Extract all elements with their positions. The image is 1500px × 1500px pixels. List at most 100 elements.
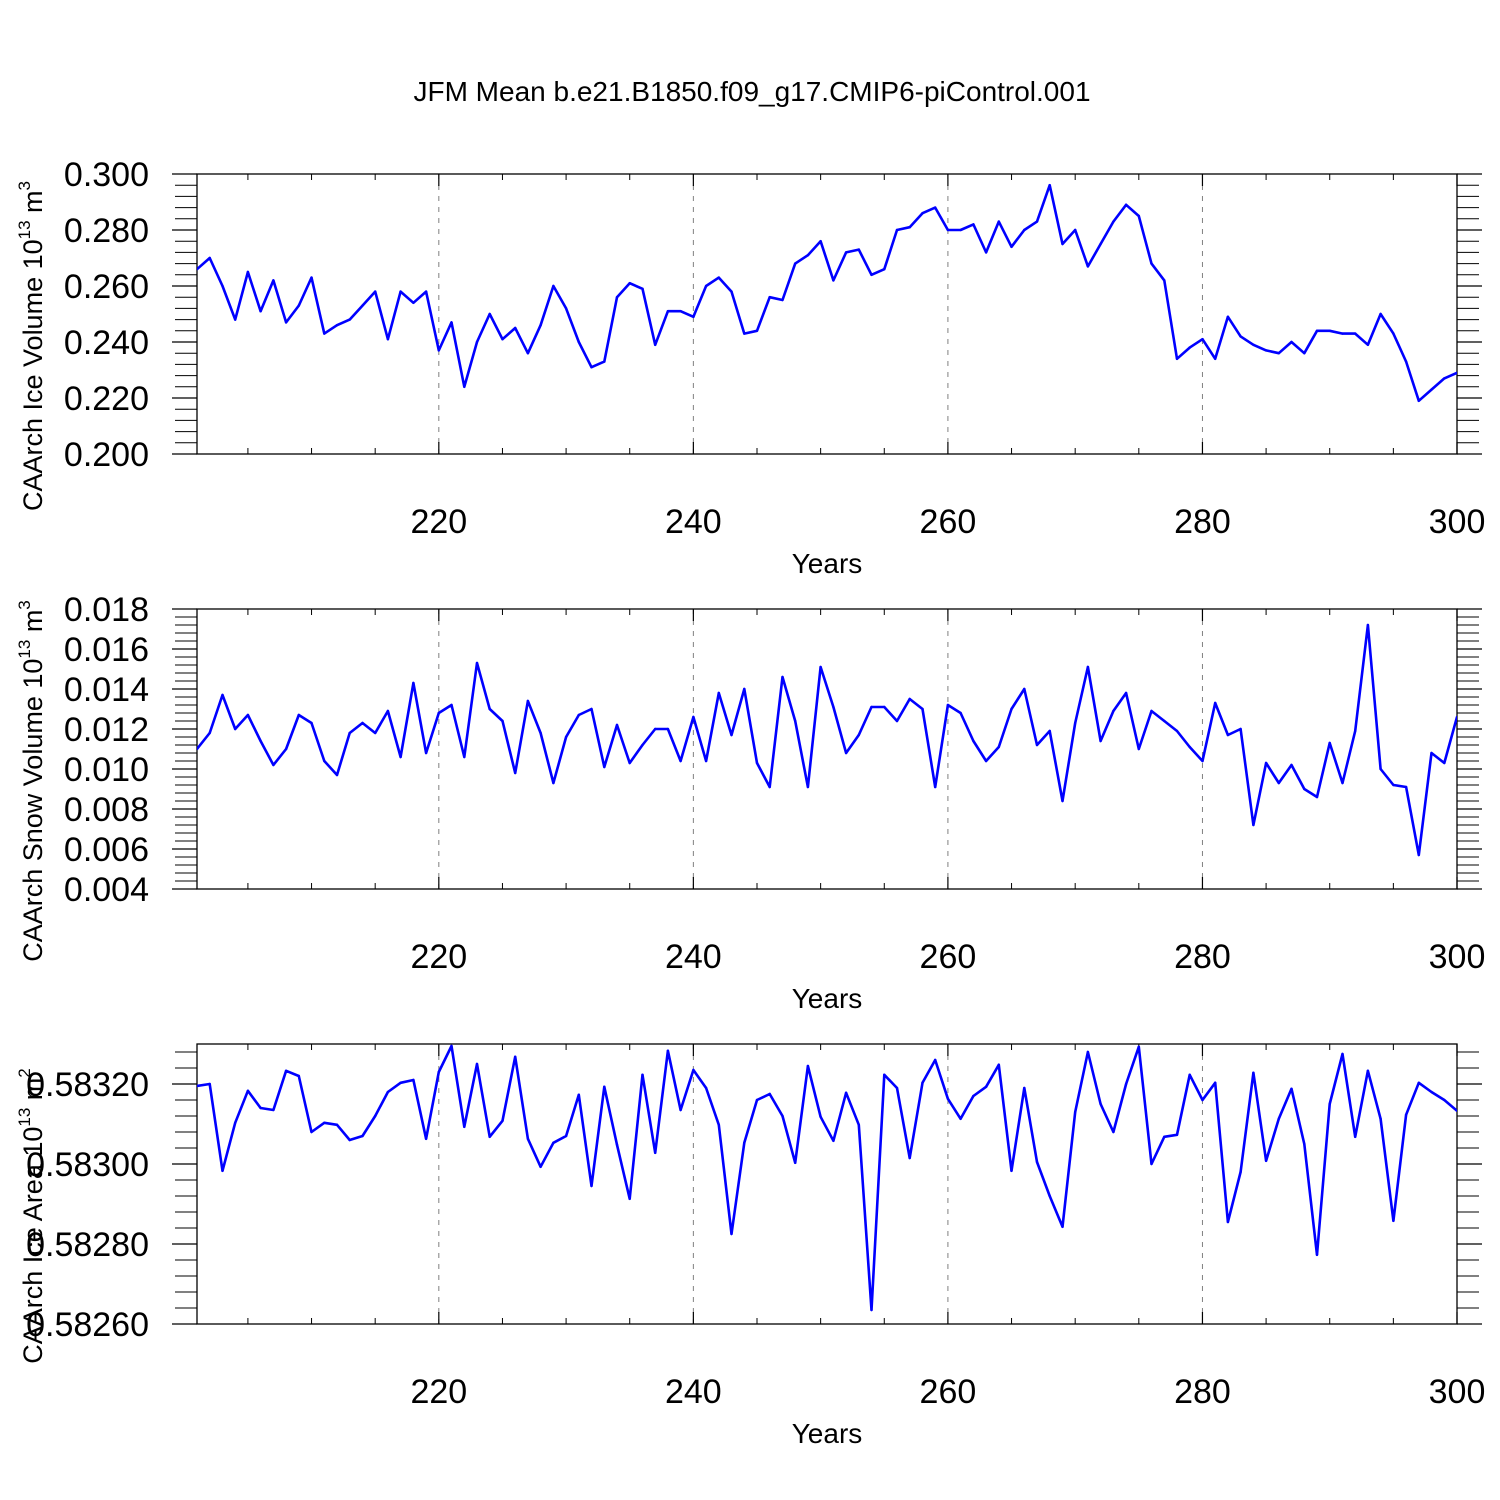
data-point — [1366, 1069, 1370, 1073]
data-point — [1124, 691, 1128, 695]
data-point — [1188, 745, 1191, 749]
data-point — [514, 326, 517, 330]
data-point — [704, 759, 708, 763]
data-point — [424, 751, 428, 755]
data-point — [832, 279, 835, 282]
data-point — [1264, 1159, 1268, 1163]
data-point — [819, 1115, 822, 1119]
data-point — [297, 304, 300, 307]
data-point — [437, 1070, 440, 1074]
data-point — [488, 707, 491, 711]
data-point — [197, 747, 199, 751]
data-point — [984, 251, 988, 254]
data-point — [870, 1308, 873, 1312]
data-point — [1417, 1081, 1421, 1085]
data-point — [501, 1119, 504, 1123]
data-point — [832, 1139, 835, 1143]
y-tick-label-0.016: 0.016 — [64, 631, 149, 669]
plot-frame — [196, 1043, 1458, 1325]
data-point — [692, 715, 695, 719]
x-axis-title: Years — [792, 548, 863, 579]
data-point — [272, 1108, 275, 1112]
series-line — [197, 623, 1457, 857]
data-point — [514, 1055, 517, 1059]
data-point — [221, 284, 224, 288]
data-point — [399, 755, 402, 759]
data-point — [335, 773, 339, 777]
data-point — [1277, 1117, 1281, 1121]
data-point — [972, 223, 975, 226]
data-point — [1404, 360, 1408, 363]
data-point — [603, 1085, 606, 1089]
data-point — [1264, 761, 1268, 765]
data-point — [1277, 781, 1281, 785]
data-point — [221, 693, 224, 697]
x-tick-label-240: 240 — [665, 503, 722, 541]
data-point — [895, 228, 899, 232]
data-point — [1443, 1098, 1446, 1102]
panels: 220 240 260 280 300 0.200 0.220 0.240 0.260 0.280… — [15, 156, 1485, 1449]
x-tick-label-280: 280 — [1174, 503, 1231, 541]
data-point — [361, 304, 364, 307]
data-point — [1430, 751, 1433, 755]
data-point — [1328, 329, 1331, 332]
data-point — [1443, 377, 1446, 380]
y-axis-title: CAArch Ice Area 1013 m2 — [15, 1068, 48, 1364]
data-point — [539, 1165, 542, 1169]
y-tick-label-0.58320: 0.58320 — [26, 1066, 149, 1104]
y-tick-label-0.004: 0.004 — [64, 871, 149, 909]
y-axis-title-unit: m — [18, 610, 48, 640]
data-point — [1137, 1045, 1141, 1049]
chart-panel-2: 220 240 260 280 300 0.0040.0060.0080.0100.012… — [15, 591, 1485, 1014]
data-point — [666, 727, 670, 731]
data-point — [781, 1114, 784, 1118]
data-point — [197, 268, 199, 271]
data-point — [1264, 349, 1268, 352]
data-point — [1086, 1050, 1090, 1054]
y-tick-label-0.240: 0.240 — [64, 324, 149, 362]
y-axis-title-main: CAArch Snow Volume 10 — [18, 659, 48, 962]
data-point — [1163, 1135, 1166, 1139]
data-point — [1328, 741, 1331, 745]
data-point — [450, 703, 453, 707]
data-point — [323, 332, 326, 335]
data-point — [412, 681, 415, 685]
data-point — [246, 1089, 250, 1093]
data-point — [590, 1184, 593, 1188]
data-point — [399, 290, 402, 293]
data-point — [463, 1125, 466, 1129]
data-point — [959, 1117, 962, 1121]
data-point — [488, 1135, 491, 1139]
y-axis-title: CAArch Snow Volume 1013 m3 — [15, 600, 48, 962]
data-point — [1455, 371, 1457, 374]
data-point — [577, 713, 580, 717]
data-point — [1417, 853, 1421, 857]
data-point — [768, 785, 771, 789]
data-point — [1239, 335, 1242, 338]
data-point — [743, 687, 746, 691]
data-point — [539, 324, 542, 327]
data-point — [450, 321, 453, 324]
data-point — [437, 349, 440, 352]
data-point — [1341, 781, 1344, 785]
data-point — [1035, 743, 1039, 747]
y-axis-title-exp: 13 — [15, 640, 34, 659]
data-point — [806, 785, 810, 789]
data-point — [374, 731, 377, 735]
data-point — [1061, 242, 1064, 246]
data-point — [794, 262, 797, 265]
data-point — [1010, 245, 1013, 248]
data-point — [361, 1134, 364, 1138]
data-point — [1061, 1225, 1064, 1229]
data-point — [972, 739, 975, 743]
data-point — [1404, 785, 1408, 789]
x-tick-label-220: 220 — [410, 938, 467, 976]
data-point — [603, 765, 606, 769]
data-point — [1239, 1170, 1242, 1174]
y-axis-title-exp: 13 — [15, 1108, 34, 1127]
data-point — [284, 321, 288, 324]
data-point — [564, 307, 568, 310]
data-point — [654, 1151, 657, 1155]
data-point — [475, 340, 479, 344]
data-point — [1201, 1098, 1204, 1102]
